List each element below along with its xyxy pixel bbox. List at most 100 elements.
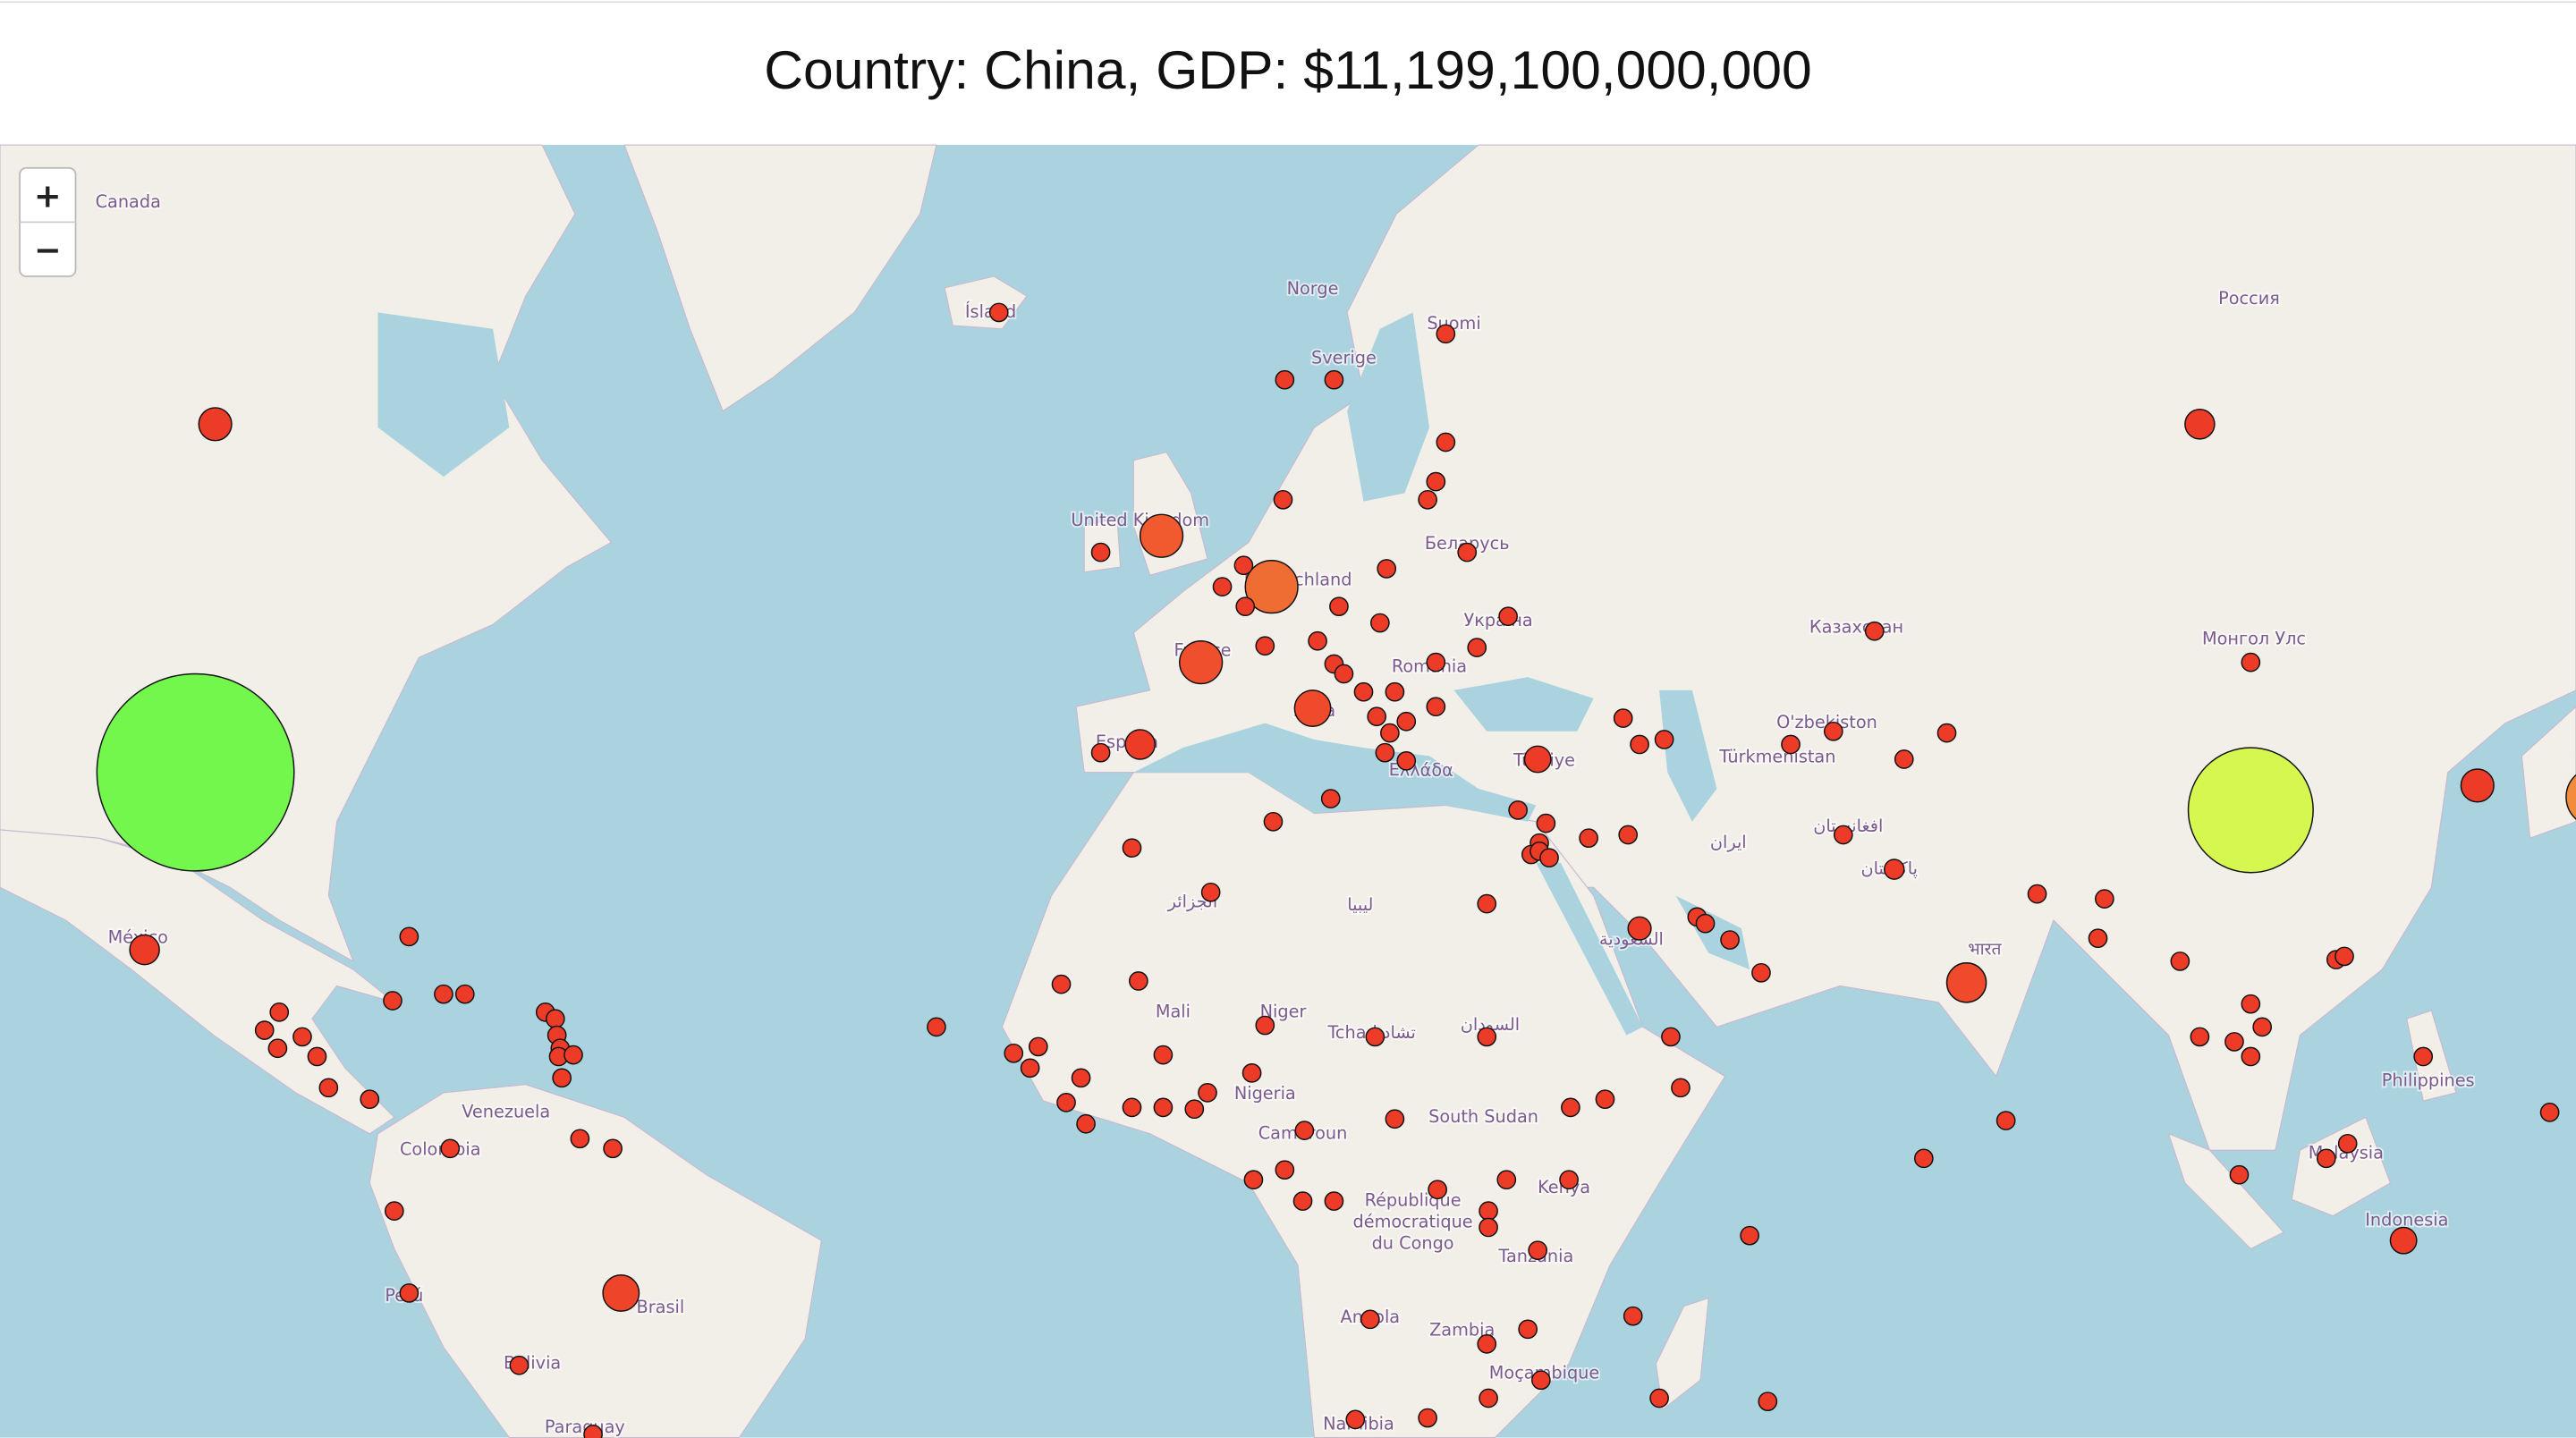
gdp-marker — [1122, 838, 1142, 859]
gdp-marker — [2241, 652, 2261, 672]
gdp-marker — [1324, 369, 1344, 390]
gdp-marker — [1661, 1027, 1681, 1047]
gdp-marker — [1273, 489, 1293, 510]
gdp-marker — [1945, 962, 1987, 1003]
mexico-central — [0, 829, 395, 1135]
map-label: Россия — [2218, 288, 2280, 309]
gdp-marker — [2224, 1032, 2244, 1052]
gdp-marker — [1090, 742, 1111, 763]
gdp-marker — [2389, 1226, 2418, 1255]
gdp-marker — [1275, 369, 1295, 390]
map-label: United Kingdom — [1071, 510, 1209, 530]
gdp-marker — [399, 1283, 419, 1303]
map-label: O'zbekiston — [1776, 712, 1877, 732]
map-label: Nigeria — [1234, 1083, 1296, 1104]
map-label: افغانستان — [1813, 816, 1883, 836]
gdp-marker — [1627, 916, 1652, 941]
gdp-marker — [1479, 1201, 1498, 1221]
map-label: Mali — [1156, 1001, 1191, 1021]
gdp-marker — [2187, 747, 2314, 874]
gdp-marker — [1071, 1068, 1091, 1088]
map-label: Казахстан — [1809, 617, 1903, 638]
gdp-marker — [1477, 1334, 1497, 1354]
gdp-marker — [440, 1138, 461, 1159]
gdp-marker — [2190, 1027, 2210, 1047]
gdp-marker — [988, 302, 1009, 323]
gdp-marker — [2413, 1046, 2434, 1067]
gdp-marker — [1396, 711, 1417, 732]
gdp-marker — [1479, 1388, 1498, 1408]
gdp-marker — [1720, 930, 1740, 950]
gdp-marker — [1375, 742, 1395, 763]
gdp-marker — [1436, 324, 1456, 344]
gdp-marker — [1233, 555, 1254, 576]
gdp-marker — [564, 1045, 583, 1065]
gdp-marker — [1365, 1027, 1385, 1047]
gdp-marker — [96, 672, 295, 872]
gdp-marker — [2170, 952, 2190, 971]
japan — [2521, 706, 2576, 839]
gdp-marker — [1477, 893, 1497, 914]
gdp-marker — [1539, 848, 1559, 868]
gdp-marker — [1198, 1083, 1217, 1103]
gdp-marker — [384, 1201, 404, 1221]
map-label: du Congo — [1372, 1232, 1454, 1253]
gdp-marker — [2027, 884, 2047, 904]
gdp-marker — [509, 1355, 530, 1375]
gdp-marker — [1467, 638, 1487, 657]
gdp-marker — [1275, 1160, 1295, 1180]
gdp-marker — [1833, 825, 1853, 845]
gdp-marker — [1380, 723, 1400, 743]
gdp-marker — [1654, 730, 1674, 749]
map-label: Venezuela — [462, 1101, 550, 1121]
gdp-marker — [1781, 734, 1801, 755]
gdp-marker — [1428, 1180, 1447, 1200]
gdp-marker — [2337, 1133, 2358, 1154]
gdp-marker — [1457, 542, 1478, 563]
basemap — [0, 144, 2576, 1438]
gdp-marker — [1996, 1111, 2016, 1130]
gdp-marker — [1122, 1097, 1142, 1118]
map-label: Türkmenistan — [1718, 747, 1835, 767]
gdp-marker — [1498, 606, 1518, 627]
gdp-marker — [1426, 697, 1446, 717]
gdp-marker — [2241, 1046, 2261, 1067]
gdp-marker — [1235, 596, 1256, 617]
gdp-marker — [1479, 1217, 1498, 1238]
zoom-control: + − — [19, 166, 77, 277]
gdp-marker — [2565, 774, 2576, 820]
gdp-marker — [1884, 859, 1905, 880]
gdp-marker — [1184, 1099, 1205, 1120]
gdp-marker — [1864, 621, 1885, 641]
zoom-in[interactable]: + — [34, 176, 62, 215]
gdp-marker — [2539, 1103, 2560, 1122]
gdp-marker — [552, 1068, 572, 1088]
header — [0, 0, 2576, 146]
gdp-marker — [292, 1027, 312, 1047]
south-america — [369, 1084, 822, 1438]
map-label: Україна — [1464, 610, 1533, 630]
greenland — [623, 144, 937, 412]
gdp-marker — [2334, 946, 2354, 967]
gdp-marker — [1004, 1043, 1024, 1063]
gdp-marker — [2252, 1017, 2273, 1037]
gdp-marker — [454, 984, 475, 1004]
gdp-marker — [1579, 828, 1598, 849]
gdp-marker — [1334, 664, 1354, 684]
eurasia — [1075, 144, 2576, 1151]
gdp-marker — [1418, 489, 1437, 510]
gdp-marker — [1179, 640, 1224, 685]
gdp-marker — [1308, 630, 1327, 651]
gdp-marker — [1561, 1097, 1580, 1118]
zoom-out[interactable]: − — [34, 231, 62, 269]
gdp-marker — [198, 407, 233, 442]
map-label: Colombia — [400, 1139, 481, 1160]
gdp-marker — [1740, 1225, 1759, 1246]
gdp-marker — [1353, 681, 1374, 702]
gdp-marker — [602, 1274, 640, 1312]
gdp-marker — [1076, 1113, 1096, 1134]
gdp-marker — [1263, 811, 1284, 832]
gdp-marker — [1293, 689, 1332, 727]
gdp-marker — [1200, 882, 1221, 902]
